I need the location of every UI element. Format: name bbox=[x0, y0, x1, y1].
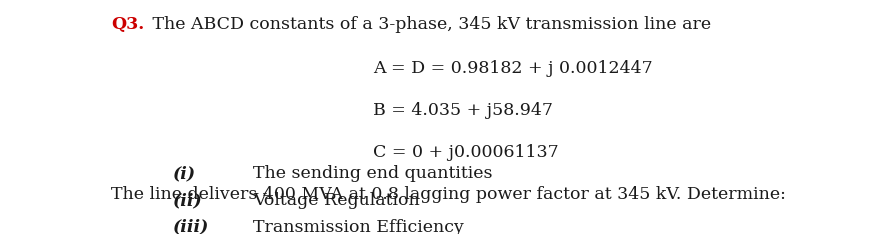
Text: A = D = 0.98182 + j 0.0012447: A = D = 0.98182 + j 0.0012447 bbox=[373, 60, 653, 77]
Text: Q3.: Q3. bbox=[111, 16, 144, 33]
Text: C = 0 + j0.00061137: C = 0 + j0.00061137 bbox=[373, 144, 559, 161]
Text: B = 4.035 + j58.947: B = 4.035 + j58.947 bbox=[373, 102, 553, 119]
Text: (iii): (iii) bbox=[173, 219, 210, 234]
Text: The sending end quantities: The sending end quantities bbox=[253, 165, 493, 182]
Text: (ii): (ii) bbox=[173, 192, 203, 209]
Text: (i): (i) bbox=[173, 165, 196, 182]
Text: Voltage Regulation: Voltage Regulation bbox=[253, 192, 420, 209]
Text: Transmission Efficiency: Transmission Efficiency bbox=[253, 219, 464, 234]
Text: The ABCD constants of a 3-phase, 345 kV transmission line are: The ABCD constants of a 3-phase, 345 kV … bbox=[147, 16, 710, 33]
Text: The line delivers 400 MVA at 0.8 lagging power factor at 345 kV. Determine:: The line delivers 400 MVA at 0.8 lagging… bbox=[111, 186, 786, 203]
